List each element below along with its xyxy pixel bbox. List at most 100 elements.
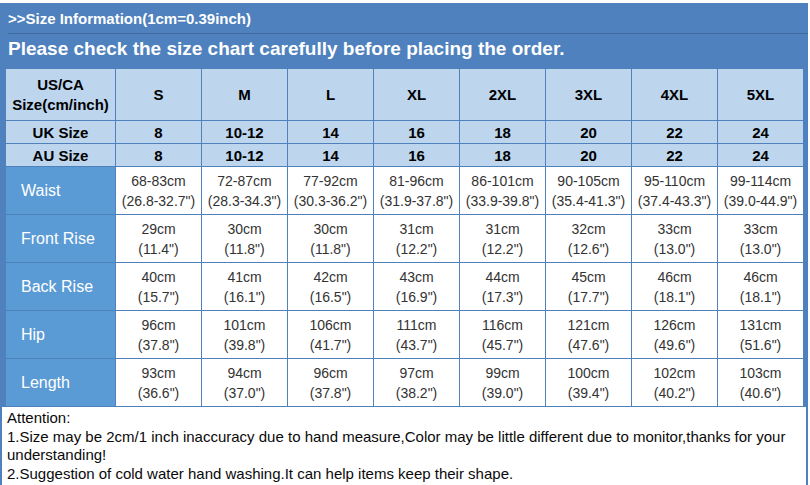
size-chart-page: >>Size Information(1cm=0.39inch) Please … xyxy=(0,3,810,485)
measurement-cm: 101cm xyxy=(202,315,287,335)
measurement-inch: (16.5") xyxy=(288,287,373,307)
banner: >>Size Information(1cm=0.39inch) Please … xyxy=(0,3,808,68)
measurement-cell: 31cm(12.2") xyxy=(374,215,460,263)
measurement-inch: (39.0-44.9") xyxy=(718,191,803,211)
measurement-inch: (31.9-37.8") xyxy=(374,191,459,211)
table-row: UK Size810-12141618202224 xyxy=(6,121,804,144)
attention-section: Attention: 1.Size may be 2cm/1 inch inac… xyxy=(0,407,808,485)
measurement-inch: (45.7") xyxy=(460,335,545,355)
measurement-cm: 86-101cm xyxy=(460,171,545,191)
measurement-inch: (11.8") xyxy=(288,239,373,259)
measurement-cm: 46cm xyxy=(632,267,717,287)
measurement-cm: 121cm xyxy=(546,315,631,335)
measurement-cell: 33cm(13.0") xyxy=(718,215,804,263)
measurement-inch: (11.4") xyxy=(116,239,201,259)
measurement-inch: (39.0") xyxy=(460,383,545,403)
measurement-cell: 99-114cm(39.0-44.9") xyxy=(718,167,804,215)
row-label: UK Size xyxy=(6,121,116,144)
measurement-inch: (26.8-32.7") xyxy=(116,191,201,211)
measurement-cm: 102cm xyxy=(632,363,717,383)
measurement-cm: 42cm xyxy=(288,267,373,287)
measurement-cm: 103cm xyxy=(718,363,803,383)
size-table-wrap: US/CA Size(cm/inch) SMLXL2XL3XL4XL5XL UK… xyxy=(0,68,808,407)
measurement-inch: (39.8") xyxy=(202,335,287,355)
measurement-cm: 77-92cm xyxy=(288,171,373,191)
measurement-cell: 99cm(39.0") xyxy=(460,359,546,407)
measurement-cell: 29cm(11.4") xyxy=(116,215,202,263)
row-label: AU Size xyxy=(6,144,116,167)
measurement-inch: (16.9") xyxy=(374,287,459,307)
measurement-cell: 30cm(11.8") xyxy=(288,215,374,263)
measurement-inch: (37.8") xyxy=(116,335,201,355)
measurement-cell: 131cm(51.6") xyxy=(718,311,804,359)
table-row: AU Size810-12141618202224 xyxy=(6,144,804,167)
size-value-cell: 16 xyxy=(374,144,460,167)
measurement-cm: 99-114cm xyxy=(718,171,803,191)
row-label: Back Rise xyxy=(6,263,116,311)
size-value-cell: 10-12 xyxy=(202,144,288,167)
measurement-cell: 121cm(47.6") xyxy=(546,311,632,359)
size-value-cell: 24 xyxy=(718,144,804,167)
measurement-inch: (17.3") xyxy=(460,287,545,307)
attention-heading: Attention: xyxy=(7,409,801,428)
size-value-cell: 20 xyxy=(546,121,632,144)
measurement-inch: (13.0") xyxy=(632,239,717,259)
measurement-cm: 94cm xyxy=(202,363,287,383)
size-column-header: M xyxy=(202,69,288,121)
measurement-cm: 30cm xyxy=(202,219,287,239)
measurement-cell: 33cm(13.0") xyxy=(632,215,718,263)
measurement-inch: (18.1") xyxy=(632,287,717,307)
measurement-cm: 97cm xyxy=(374,363,459,383)
measurement-inch: (37.0") xyxy=(202,383,287,403)
size-value-cell: 14 xyxy=(288,121,374,144)
measurement-cm: 81-96cm xyxy=(374,171,459,191)
attention-note-1: 1.Size may be 2cm/1 inch inaccuracy due … xyxy=(7,428,801,465)
measurement-inch: (17.7") xyxy=(546,287,631,307)
measurement-cell: 100cm(39.4") xyxy=(546,359,632,407)
measurement-cm: 44cm xyxy=(460,267,545,287)
size-value-cell: 10-12 xyxy=(202,121,288,144)
size-value-cell: 8 xyxy=(116,121,202,144)
measurement-inch: (12.2") xyxy=(460,239,545,259)
measurement-cell: 116cm(45.7") xyxy=(460,311,546,359)
size-value-cell: 16 xyxy=(374,121,460,144)
measurement-cell: 106cm(41.7") xyxy=(288,311,374,359)
measurement-inch: (15.7") xyxy=(116,287,201,307)
measurement-inch: (12.2") xyxy=(374,239,459,259)
measurement-cell: 96cm(37.8") xyxy=(116,311,202,359)
measurement-cm: 29cm xyxy=(116,219,201,239)
size-value-cell: 22 xyxy=(632,121,718,144)
measurement-cm: 95-110cm xyxy=(632,171,717,191)
measurement-inch: (12.6") xyxy=(546,239,631,259)
measurement-cm: 131cm xyxy=(718,315,803,335)
measurement-inch: (47.6") xyxy=(546,335,631,355)
row-label: Length xyxy=(6,359,116,407)
measurement-cell: 77-92cm(30.3-36.2") xyxy=(288,167,374,215)
measurement-inch: (30.3-36.2") xyxy=(288,191,373,211)
row-label: Front Rise xyxy=(6,215,116,263)
measurement-cm: 31cm xyxy=(374,219,459,239)
table-body: UK Size810-12141618202224AU Size810-1214… xyxy=(6,121,804,407)
measurement-cell: 46cm(18.1") xyxy=(632,263,718,311)
size-value-cell: 20 xyxy=(546,144,632,167)
size-value-cell: 18 xyxy=(460,144,546,167)
measurement-cell: 97cm(38.2") xyxy=(374,359,460,407)
table-header-row: US/CA Size(cm/inch) SMLXL2XL3XL4XL5XL xyxy=(6,69,804,121)
measurement-cm: 100cm xyxy=(546,363,631,383)
measurement-cell: 93cm(36.6") xyxy=(116,359,202,407)
size-value-cell: 14 xyxy=(288,144,374,167)
measurement-cell: 90-105cm(35.4-41.3") xyxy=(546,167,632,215)
banner-title: >>Size Information(1cm=0.39inch) xyxy=(8,3,808,33)
measurement-inch: (37.8") xyxy=(288,383,373,403)
measurement-cm: 43cm xyxy=(374,267,459,287)
measurement-cell: 40cm(15.7") xyxy=(116,263,202,311)
measurement-cell: 126cm(49.6") xyxy=(632,311,718,359)
measurement-cm: 96cm xyxy=(288,363,373,383)
measurement-cm: 93cm xyxy=(116,363,201,383)
size-table: US/CA Size(cm/inch) SMLXL2XL3XL4XL5XL UK… xyxy=(5,68,804,407)
size-column-header: 3XL xyxy=(546,69,632,121)
size-column-header: 4XL xyxy=(632,69,718,121)
measurement-inch: (11.8") xyxy=(202,239,287,259)
measurement-cell: 86-101cm(33.9-39.8") xyxy=(460,167,546,215)
size-value-cell: 24 xyxy=(718,121,804,144)
